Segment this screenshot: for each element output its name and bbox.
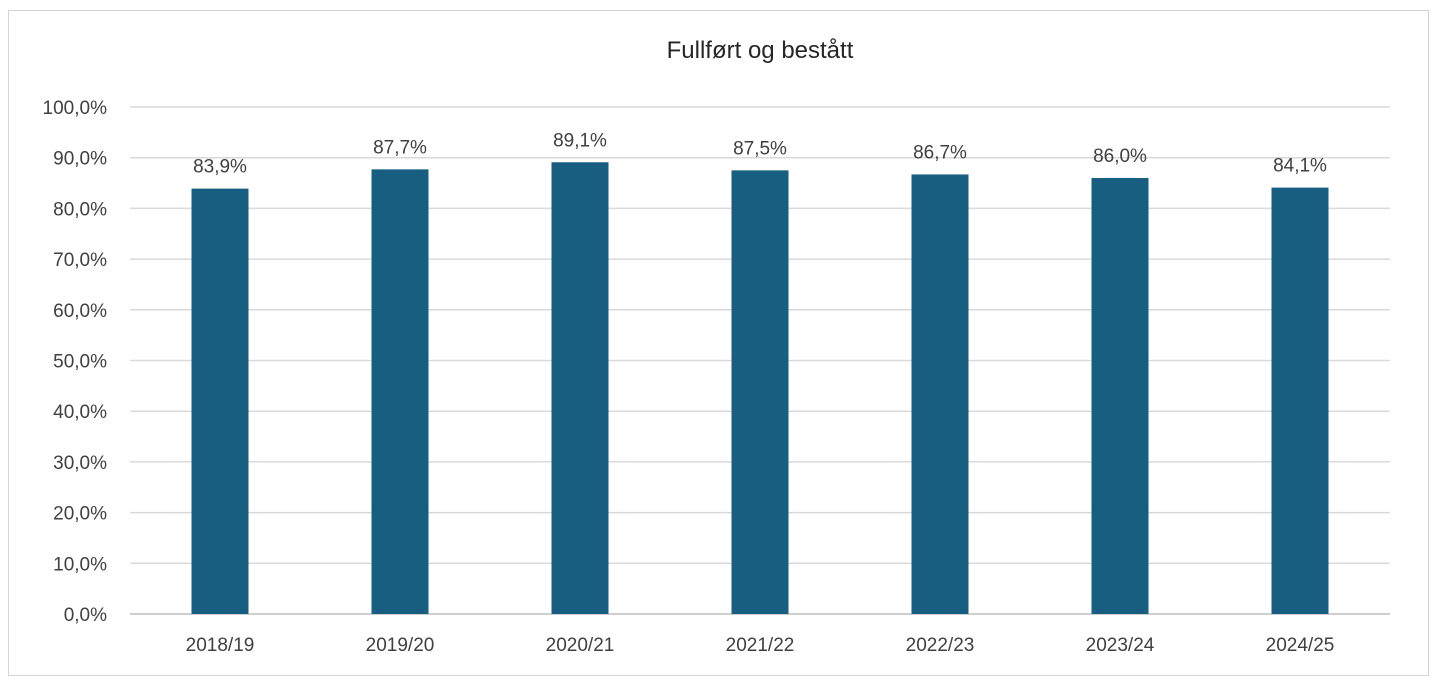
bar (1271, 187, 1329, 614)
bar (371, 169, 429, 614)
y-tick-label: 0,0% (64, 605, 107, 626)
data-labels: 83,9% 87,7% 89,1% 87,5% 86,7% 86,0% 84,1% (193, 130, 1327, 177)
y-tick-label: 80,0% (53, 199, 107, 220)
data-label: 87,7% (373, 137, 427, 158)
x-tick-label: 2021/22 (726, 635, 795, 656)
y-tick-label: 60,0% (53, 301, 107, 322)
data-label: 87,5% (733, 138, 787, 159)
x-tick-label: 2019/20 (366, 635, 435, 656)
bar (911, 174, 969, 614)
x-tick-label: 2018/19 (186, 635, 255, 656)
bars (191, 162, 1329, 615)
data-label: 86,0% (1093, 146, 1147, 167)
bar (551, 162, 609, 614)
data-label: 86,7% (913, 142, 967, 163)
x-tick-label: 2024/25 (1266, 635, 1335, 656)
x-axis: 2018/19 2019/20 2020/21 2021/22 2022/23 2023/… (186, 635, 1335, 656)
x-tick-label: 2023/24 (1086, 635, 1155, 656)
y-tick-label: 100,0% (43, 98, 108, 119)
bar (1091, 177, 1149, 615)
data-label: 83,9% (193, 157, 247, 178)
y-axis: 0,0% 10,0% 20,0% 30,0% 40,0% 50,0% 60,0% 70,0% 8… (43, 98, 108, 626)
y-tick-label: 10,0% (53, 554, 107, 575)
bar (731, 170, 789, 614)
y-tick-label: 90,0% (53, 149, 107, 170)
data-label: 89,1% (553, 130, 607, 151)
data-label: 84,1% (1273, 156, 1327, 177)
bar (191, 188, 249, 614)
x-tick-label: 2020/21 (546, 635, 615, 656)
y-tick-label: 70,0% (53, 250, 107, 271)
chart-title: Fullført og bestått (667, 37, 854, 64)
x-tick-label: 2022/23 (906, 635, 975, 656)
y-tick-label: 20,0% (53, 504, 107, 525)
y-tick-label: 30,0% (53, 453, 107, 474)
y-tick-label: 50,0% (53, 352, 107, 373)
y-tick-label: 40,0% (53, 402, 107, 423)
